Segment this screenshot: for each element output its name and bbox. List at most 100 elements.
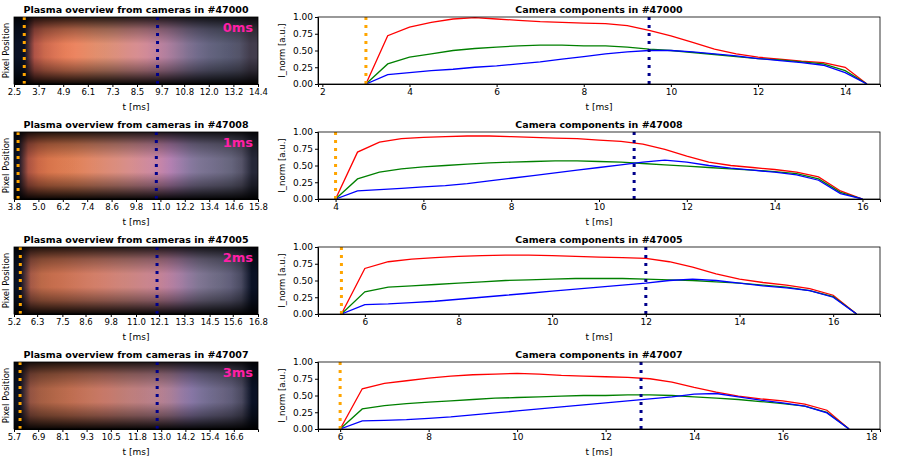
y-tick-mark — [315, 314, 318, 315]
y-tick-label: 0.50 — [293, 276, 313, 286]
x-tick: 3.7 — [32, 84, 46, 97]
x-tick: 13.2 — [224, 84, 243, 97]
x-tick: 14.2 — [176, 429, 195, 442]
y-tick: 1.00 — [293, 12, 318, 22]
y-tick-label: 0.75 — [293, 29, 313, 39]
line-panel: 6810121416180.000.250.500.751.00Camera c… — [277, 349, 881, 457]
y-tick-label: 1.00 — [293, 357, 313, 367]
x-tick-label: 13.3 — [175, 317, 194, 327]
image-panel: 2.53.74.96.17.38.59.710.812.013.214.4Pla… — [1, 4, 268, 112]
chart-title: Plasma overview from cameras in #47008 — [23, 119, 248, 130]
x-tick-label: 4 — [333, 202, 339, 212]
x-tick-label: 5.7 — [8, 432, 22, 442]
y-tick: 0.75 — [293, 374, 318, 384]
y-tick: 0.00 — [293, 79, 318, 89]
x-tick: 5.0 — [32, 199, 46, 212]
x-tick: 6 — [362, 314, 368, 327]
y-tick-mark — [315, 67, 318, 68]
image-shading — [14, 362, 258, 429]
y-tick: 0.75 — [293, 29, 318, 39]
marker-line — [364, 17, 367, 84]
x-tick: 6 — [494, 84, 500, 97]
y-tick-label: 1.00 — [293, 127, 313, 137]
x-axis-title: t [ms] — [586, 102, 613, 112]
x-tick: 13.4 — [200, 199, 219, 212]
x-axis-title: t [ms] — [123, 447, 150, 457]
x-axis: 5.26.37.58.69.811.012.113.314.515.616.8 — [8, 314, 268, 327]
y-axis-title: Pixel Position — [1, 138, 11, 193]
x-tick: 11.0 — [127, 314, 146, 327]
x-tick: 9.8 — [130, 199, 144, 212]
x-tick-label: 10 — [594, 202, 606, 212]
x-tick: 10 — [512, 429, 524, 442]
x-tick: 12 — [600, 429, 611, 442]
x-tick-label: 6 — [494, 87, 500, 97]
x-axis: 681012141618 — [319, 429, 881, 442]
y-axis-line — [315, 248, 319, 315]
plot-background — [318, 17, 880, 84]
x-tick-label: 14.5 — [201, 317, 220, 327]
marker-line — [340, 247, 343, 314]
x-tick: 16.6 — [225, 429, 244, 442]
plot-frame — [14, 132, 258, 199]
x-tick: 12 — [753, 84, 764, 97]
image-panel: 5.26.37.58.69.811.012.113.314.515.616.8P… — [1, 234, 268, 342]
y-tick-mark — [315, 34, 318, 35]
y-tick-label: 0.50 — [293, 161, 313, 171]
x-tick-label: 12 — [753, 87, 764, 97]
y-tick-mark — [315, 149, 318, 150]
y-axis-title: I_norm [a.u.] — [277, 23, 287, 77]
y-tick-mark — [315, 17, 318, 18]
marker-line — [334, 132, 337, 199]
x-tick: 7.3 — [106, 84, 120, 97]
x-axis-title: t [ms] — [586, 217, 613, 227]
x-axis: 2468101214 — [319, 84, 881, 97]
x-tick: 7.4 — [81, 199, 95, 212]
y-tick-label: 0.00 — [293, 424, 313, 434]
x-tick-label: 14 — [689, 432, 701, 442]
y-tick-label: 1.00 — [293, 242, 313, 252]
y-axis-title: I_norm [a.u.] — [277, 368, 287, 422]
y-tick: 0.25 — [293, 178, 318, 188]
delay-annotation: 3ms — [223, 365, 254, 380]
x-tick: 14 — [840, 84, 852, 97]
marker-line — [155, 132, 158, 199]
x-tick-label: 4 — [407, 87, 413, 97]
x-tick-label: 12 — [600, 432, 611, 442]
series-line — [336, 161, 863, 199]
x-tick-label: 16 — [857, 202, 869, 212]
y-tick-mark — [315, 51, 318, 52]
plot-frame — [318, 362, 880, 429]
x-tick-label: 2.5 — [8, 87, 22, 97]
x-tick-label: 7.3 — [106, 87, 120, 97]
marker-line — [17, 132, 20, 199]
y-axis-title: Pixel Position — [1, 253, 11, 308]
x-tick-label: 14 — [769, 202, 781, 212]
x-axis: 3.85.06.27.48.69.811.012.213.414.615.8 — [8, 199, 268, 212]
x-tick: 9.3 — [80, 429, 94, 442]
x-tick: 11.8 — [128, 429, 147, 442]
x-tick: 6.3 — [31, 314, 45, 327]
series-line — [366, 51, 867, 85]
x-tick: 14.4 — [249, 84, 268, 97]
x-tick: 2 — [320, 84, 326, 97]
x-tick: 6.1 — [82, 84, 96, 97]
y-axis-title: I_norm [a.u.] — [277, 138, 287, 192]
chart-title: Camera components in #47008 — [515, 119, 683, 130]
y-tick: 0.50 — [293, 161, 318, 171]
x-tick-label: 12 — [682, 202, 693, 212]
image-panel: 3.85.06.27.48.69.811.012.213.414.615.8Pl… — [1, 119, 268, 227]
x-tick-label: 12.2 — [176, 202, 195, 212]
x-axis: 5.76.98.19.310.511.813.014.215.416.6 — [8, 429, 259, 442]
x-tick: 6 — [421, 199, 427, 212]
y-tick-label: 0.25 — [293, 63, 313, 73]
series-line — [341, 279, 856, 314]
y-tick-label: 0.25 — [293, 293, 313, 303]
camera-image — [14, 132, 258, 199]
x-tick: 4 — [407, 84, 413, 97]
y-axis-title: Pixel Position — [1, 368, 11, 423]
y-tick-label: 1.00 — [293, 12, 313, 22]
image-shading — [14, 247, 258, 314]
x-tick-label: 7.5 — [56, 317, 70, 327]
series-line — [341, 278, 856, 314]
